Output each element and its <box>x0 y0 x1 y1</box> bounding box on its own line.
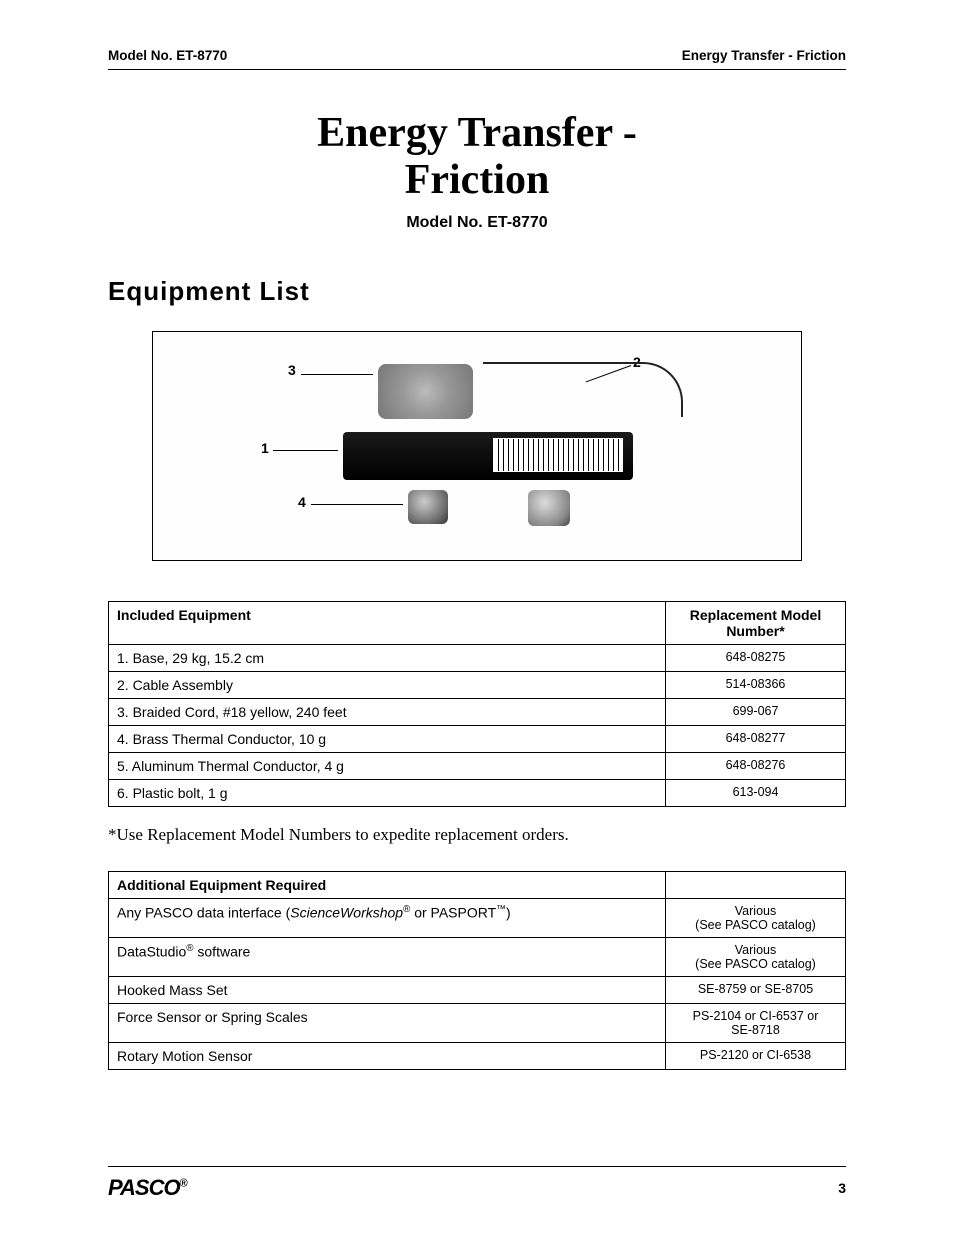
cell-equipment: Force Sensor or Spring Scales <box>109 1004 666 1043</box>
figure-label-4: 4 <box>298 494 306 510</box>
cell-equipment: Any PASCO data interface (ScienceWorksho… <box>109 899 666 938</box>
cell-model: Various (See PASCO catalog) <box>666 938 846 977</box>
cell-model: 648-08276 <box>666 753 846 780</box>
cell-model: 514-08366 <box>666 672 846 699</box>
header-rule <box>108 69 846 70</box>
figure-item-conductor-aluminum <box>528 490 570 526</box>
cell-model: PS-2120 or CI-6538 <box>666 1043 846 1070</box>
title-line-1: Energy Transfer - <box>317 110 637 156</box>
cell-model: Various (See PASCO catalog) <box>666 899 846 938</box>
table-row: 5. Aluminum Thermal Conductor, 4 g 648-0… <box>109 753 846 780</box>
cell-equipment: DataStudio® software <box>109 938 666 977</box>
table-header-row: Included Equipment Replacement Model Num… <box>109 602 846 645</box>
text: DataStudio <box>117 944 186 960</box>
figure-item-ruler <box>493 438 623 472</box>
text: Various <box>735 943 776 957</box>
equipment-figure: 3 2 1 4 5 <box>152 331 802 561</box>
additional-equipment-table: Additional Equipment Required Any PASCO … <box>108 871 846 1070</box>
cell-equipment: Hooked Mass Set <box>109 977 666 1004</box>
reg-mark: ® <box>180 1178 187 1190</box>
cell-model: 699-067 <box>666 699 846 726</box>
header-left: Model No. ET-8770 <box>108 48 227 63</box>
logo-text: PASCO <box>108 1175 180 1200</box>
pasco-logo: PASCO® <box>108 1175 187 1201</box>
header-row: Model No. ET-8770 Energy Transfer - Fric… <box>108 48 846 63</box>
table-row: Hooked Mass Set SE-8759 or SE-8705 <box>109 977 846 1004</box>
table-row: 3. Braided Cord, #18 yellow, 240 feet 69… <box>109 699 846 726</box>
text: software <box>194 944 251 960</box>
text: ) <box>506 905 511 921</box>
figure-item-cable <box>483 362 683 417</box>
text: (See PASCO catalog) <box>695 957 816 971</box>
table-header-row: Additional Equipment Required <box>109 872 846 899</box>
col-header-additional: Additional Equipment Required <box>109 872 666 899</box>
figure-leader-1 <box>273 450 338 451</box>
col-header-additional-model <box>666 872 846 899</box>
cell-equipment: Rotary Motion Sensor <box>109 1043 666 1070</box>
table-row: 1. Base, 29 kg, 15.2 cm 648-08275 <box>109 645 846 672</box>
col-header-equipment: Included Equipment <box>109 602 666 645</box>
text: (See PASCO catalog) <box>695 918 816 932</box>
figure-item-spool <box>378 364 473 419</box>
cell-equipment: 5. Aluminum Thermal Conductor, 4 g <box>109 753 666 780</box>
table-row: Force Sensor or Spring Scales PS-2104 or… <box>109 1004 846 1043</box>
table-row: 6. Plastic bolt, 1 g 613-094 <box>109 780 846 807</box>
table-row: DataStudio® software Various (See PASCO … <box>109 938 846 977</box>
cell-equipment: 4. Brass Thermal Conductor, 10 g <box>109 726 666 753</box>
cell-model: PS-2104 or CI-6537 or SE-8718 <box>666 1004 846 1043</box>
figure-leader-3 <box>301 374 373 375</box>
page-title: Energy Transfer - Friction <box>108 110 846 204</box>
figure-leader-4 <box>311 504 403 505</box>
figure-label-1: 1 <box>261 440 269 456</box>
text-italic: ScienceWorkshop <box>290 905 403 921</box>
cell-equipment: 3. Braided Cord, #18 yellow, 240 feet <box>109 699 666 726</box>
title-line-2: Friction <box>405 157 550 203</box>
model-subtitle: Model No. ET-8770 <box>108 214 846 232</box>
tm-mark: ™ <box>496 904 506 915</box>
cell-model: 648-08275 <box>666 645 846 672</box>
cell-equipment: 6. Plastic bolt, 1 g <box>109 780 666 807</box>
section-heading-equipment-list: Equipment List <box>108 276 846 307</box>
cell-equipment: 1. Base, 29 kg, 15.2 cm <box>109 645 666 672</box>
page-footer: PASCO® 3 <box>108 1166 846 1201</box>
document-page: Model No. ET-8770 Energy Transfer - Fric… <box>0 0 954 1235</box>
cell-model: SE-8759 or SE-8705 <box>666 977 846 1004</box>
table-row: Any PASCO data interface (ScienceWorksho… <box>109 899 846 938</box>
figure-label-3: 3 <box>288 362 296 378</box>
col-header-model: Replacement Model Number* <box>666 602 846 645</box>
cell-model: 613-094 <box>666 780 846 807</box>
text: SE-8718 <box>731 1023 780 1037</box>
table-row: 4. Brass Thermal Conductor, 10 g 648-082… <box>109 726 846 753</box>
page-number: 3 <box>838 1180 846 1196</box>
cell-equipment: 2. Cable Assembly <box>109 672 666 699</box>
reg-mark: ® <box>186 943 193 954</box>
table-row: Rotary Motion Sensor PS-2120 or CI-6538 <box>109 1043 846 1070</box>
footer-rule <box>108 1166 846 1167</box>
text: Various <box>735 904 776 918</box>
header-right: Energy Transfer - Friction <box>682 48 846 63</box>
footer-row: PASCO® 3 <box>108 1175 846 1201</box>
included-equipment-table: Included Equipment Replacement Model Num… <box>108 601 846 807</box>
text: PS-2104 or CI-6537 or <box>693 1009 819 1023</box>
footnote-replacement: *Use Replacement Model Numbers to expedi… <box>108 825 846 845</box>
cell-model: 648-08277 <box>666 726 846 753</box>
table-row: 2. Cable Assembly 514-08366 <box>109 672 846 699</box>
text: Any PASCO data interface ( <box>117 905 290 921</box>
text: or PASPORT <box>410 905 496 921</box>
figure-item-conductor-brass <box>408 490 448 524</box>
